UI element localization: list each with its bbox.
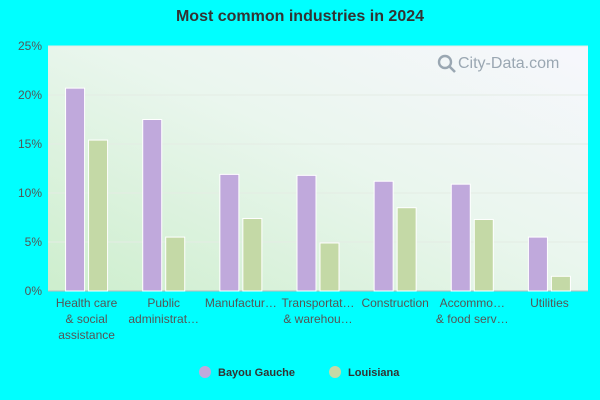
legend-swatch [329, 366, 342, 378]
x-tick-label: & food serv… [436, 312, 509, 326]
y-tick-label: 25% [18, 39, 42, 53]
x-tick-label: administrat… [128, 312, 199, 326]
y-tick-label: 20% [18, 88, 42, 102]
x-tick-label: Manufactur… [205, 296, 277, 310]
bar-bayou-gauche [219, 173, 240, 292]
plot-area [48, 46, 588, 291]
bar-louisiana [319, 242, 340, 292]
y-tick-label: 10% [18, 186, 42, 200]
x-tick-label: Transportat… [282, 296, 355, 310]
x-tick-label: & warehou… [283, 312, 352, 326]
bar-louisiana [165, 236, 186, 292]
legend-item: Bayou Gauche [199, 366, 295, 379]
bar-louisiana [396, 207, 417, 292]
x-tick-label: & social [66, 312, 108, 326]
legend-label: Louisiana [348, 367, 400, 379]
bar-bayou-gauche [296, 174, 317, 292]
bar-bayou-gauche [142, 119, 163, 292]
y-tick-label: 0% [25, 284, 43, 298]
bar-bayou-gauche [373, 180, 394, 292]
search-icon [437, 54, 456, 73]
bar-louisiana [242, 217, 263, 292]
chart-title: Most common industries in 2024 [175, 8, 425, 25]
x-tick-label: Utilities [530, 296, 569, 310]
watermark-text: City-Data.com [458, 55, 559, 72]
x-tick-label: Construction [361, 296, 428, 310]
x-tick-label: Public [147, 296, 180, 310]
legend-item: Louisiana [329, 366, 400, 379]
y-tick-label: 15% [18, 137, 42, 151]
x-tick-label: assistance [58, 328, 115, 342]
legend-label: Bayou Gauche [218, 367, 295, 379]
bar-bayou-gauche [450, 183, 471, 292]
legend-swatch [199, 366, 211, 378]
bar-louisiana [88, 139, 109, 292]
watermark: City-Data.com [437, 54, 559, 73]
bar-bayou-gauche [527, 236, 548, 292]
x-tick-label: Health care [56, 296, 118, 310]
x-tick-label: Accommo… [440, 296, 505, 310]
bar-bayou-gauche [65, 87, 86, 292]
bar-louisiana [473, 218, 494, 292]
y-tick-label: 5% [25, 235, 43, 249]
bar-louisiana [550, 275, 571, 292]
